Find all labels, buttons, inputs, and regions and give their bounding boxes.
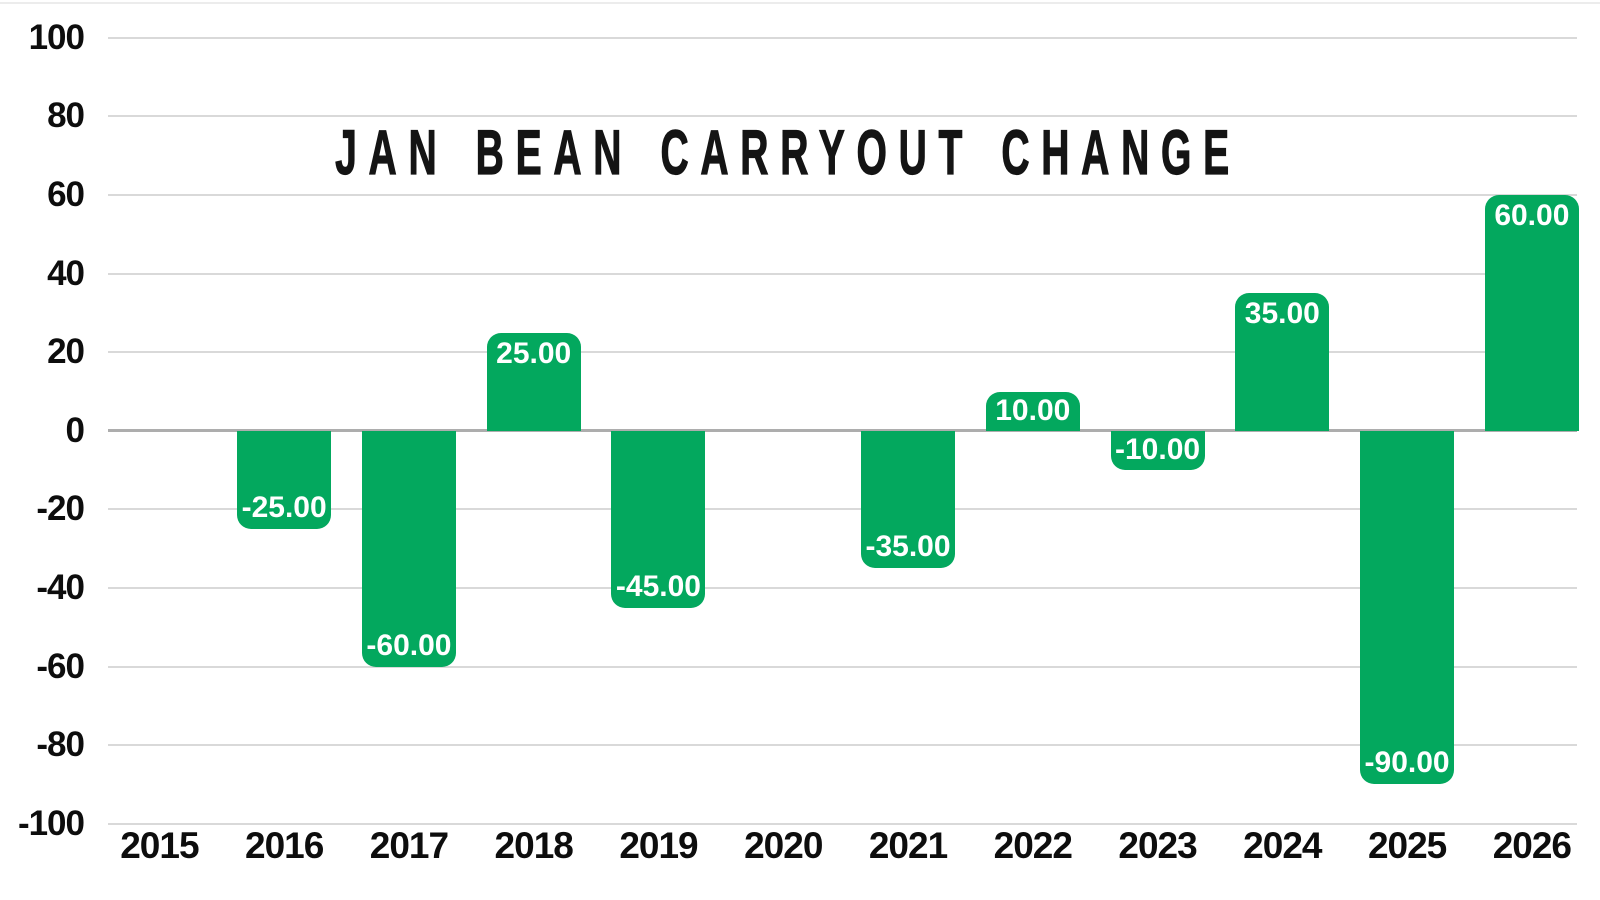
x-axis-tick-label: 2016 — [245, 825, 324, 866]
x-axis-tick-label: 2015 — [120, 825, 199, 866]
bar-2021: -35.00 — [861, 430, 956, 569]
x-axis-tick-label: 2018 — [494, 825, 574, 866]
gridline — [108, 822, 1577, 825]
gridline — [108, 272, 1577, 275]
x-axis-tick-label: 2021 — [868, 825, 948, 866]
gridline — [108, 665, 1577, 668]
bar-value-label: -60.00 — [366, 628, 452, 662]
y-axis-tick-label: 0 — [65, 410, 85, 450]
bar-value-label: 10.00 — [995, 394, 1071, 428]
y-axis-tick-label: 20 — [47, 332, 85, 372]
bar-2023: -10.00 — [1110, 430, 1205, 471]
chart-title: JAN BEAN CARRYOUT CHANGE — [58, 118, 1519, 188]
y-axis-tick-label: -60 — [36, 646, 85, 686]
gridline — [108, 351, 1577, 354]
y-axis-tick-label: 80 — [47, 96, 85, 136]
gridline — [108, 115, 1577, 118]
y-axis-tick-label: -20 — [36, 489, 85, 529]
y-axis-tick-label: 40 — [47, 253, 85, 293]
bar-2016: -25.00 — [237, 430, 332, 530]
bar-value-label: 35.00 — [1244, 297, 1320, 331]
bar-value-label: 25.00 — [496, 336, 572, 370]
chart-title-text: JAN BEAN CARRYOUT CHANGE — [335, 118, 1241, 188]
chart-top-border — [0, 2, 1600, 4]
bar-2022: 10.00 — [985, 391, 1080, 431]
y-axis-tick-label: -80 — [36, 725, 85, 765]
bar-value-label: -90.00 — [1364, 746, 1450, 780]
x-axis-tick-label: 2024 — [1243, 825, 1322, 866]
y-axis-tick-label: -40 — [36, 568, 85, 607]
y-axis-tick-label: -100 — [17, 803, 85, 843]
bar-value-label: -25.00 — [241, 491, 327, 525]
x-axis-tick-label: 2019 — [619, 825, 698, 866]
gridline — [108, 36, 1577, 39]
x-axis-tick-label: 2023 — [1118, 825, 1197, 866]
gridline — [108, 587, 1577, 589]
x-axis-tick-label: 2025 — [1367, 825, 1447, 866]
y-axis-tick-label: 60 — [47, 175, 85, 214]
x-axis-tick-label: 2022 — [993, 825, 1073, 866]
bar-2024: 35.00 — [1235, 293, 1330, 431]
bar-2018: 25.00 — [486, 332, 581, 431]
y-axis-tick-label: 100 — [28, 17, 85, 57]
gridline — [108, 744, 1577, 747]
x-axis-tick-label: 2026 — [1492, 825, 1572, 866]
gridline — [108, 194, 1577, 196]
bar-2025: -90.00 — [1360, 430, 1455, 785]
x-axis-tick-label: 2017 — [369, 825, 449, 866]
bar-2026: 60.00 — [1484, 195, 1579, 431]
bar-value-label: -10.00 — [1115, 433, 1201, 467]
x-axis-tick-label: 2020 — [744, 825, 823, 866]
gridline — [108, 508, 1577, 511]
bar-2019: -45.00 — [611, 430, 706, 608]
zero-gridline — [108, 429, 1577, 433]
bar-value-label: -35.00 — [865, 530, 951, 564]
bar-value-label: -45.00 — [615, 569, 701, 603]
bar-value-label: 60.00 — [1494, 199, 1570, 232]
bar-2017: -60.00 — [361, 430, 456, 667]
